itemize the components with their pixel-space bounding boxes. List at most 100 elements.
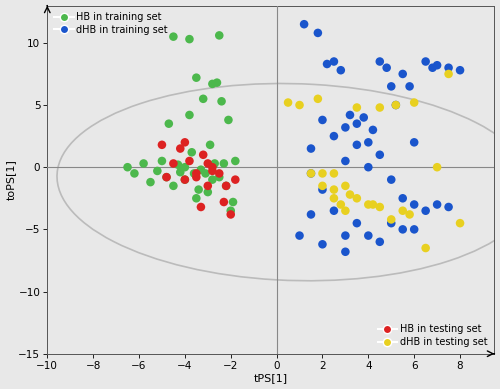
Point [422, 208, 430, 214]
Point [337, 67, 345, 74]
Point [369, 127, 377, 133]
Point [284, 100, 292, 106]
Point [199, 96, 207, 102]
Point [186, 36, 194, 42]
X-axis label: tPS[1]: tPS[1] [254, 373, 288, 384]
Point [388, 177, 396, 183]
Y-axis label: toPS[1]: toPS[1] [6, 159, 16, 200]
Point [392, 102, 400, 108]
Point [181, 164, 189, 170]
Point [176, 145, 184, 152]
Point [146, 179, 154, 185]
Point [376, 152, 384, 158]
Point [353, 121, 361, 127]
Point [296, 233, 304, 239]
Point [162, 174, 170, 180]
Point [190, 170, 198, 177]
Point [422, 245, 430, 251]
Point [330, 58, 338, 65]
Point [186, 158, 194, 164]
Point [206, 142, 214, 148]
Point [218, 98, 226, 104]
Point [433, 164, 441, 170]
Point [410, 202, 418, 208]
Point [197, 204, 205, 210]
Point [444, 65, 452, 71]
Point [216, 174, 224, 180]
Point [314, 96, 322, 102]
Point [376, 104, 384, 110]
Point [226, 208, 234, 214]
Point [188, 149, 196, 155]
Point [192, 195, 200, 202]
Point [204, 189, 212, 195]
Point [364, 202, 372, 208]
Point [330, 170, 338, 177]
Point [342, 124, 349, 131]
Point [330, 195, 338, 202]
Point [204, 160, 212, 166]
Point [353, 195, 361, 202]
Point [353, 104, 361, 110]
Point [388, 83, 396, 89]
Point [456, 220, 464, 226]
Point [216, 32, 224, 39]
Point [376, 58, 384, 65]
Point [428, 65, 436, 71]
Point [181, 177, 189, 183]
Point [170, 160, 177, 166]
Point [226, 211, 234, 217]
Point [364, 139, 372, 145]
Point [300, 21, 308, 27]
Point [307, 211, 315, 217]
Point [318, 183, 326, 189]
Point [165, 121, 173, 127]
Point [307, 145, 315, 152]
Point [222, 183, 230, 189]
Point [318, 170, 326, 177]
Point [433, 202, 441, 208]
Point [192, 170, 200, 177]
Point [456, 67, 464, 74]
Point [232, 177, 239, 183]
Point [208, 164, 216, 170]
Point [186, 112, 194, 118]
Point [410, 226, 418, 233]
Point [213, 79, 221, 86]
Point [323, 61, 331, 67]
Point [353, 220, 361, 226]
Point [422, 58, 430, 65]
Point [398, 208, 406, 214]
Point [392, 102, 400, 108]
Point [208, 168, 216, 174]
Point [158, 158, 166, 164]
Point [318, 241, 326, 247]
Point [342, 233, 349, 239]
Point [444, 71, 452, 77]
Point [204, 183, 212, 189]
Point [307, 170, 315, 177]
Point [410, 100, 418, 106]
Point [388, 216, 396, 223]
Point [194, 186, 202, 193]
Legend: HB in testing set, dHB in testing set: HB in testing set, dHB in testing set [376, 322, 490, 349]
Point [364, 164, 372, 170]
Point [197, 166, 205, 173]
Point [406, 83, 413, 89]
Point [342, 208, 349, 214]
Point [181, 177, 189, 183]
Point [318, 186, 326, 193]
Point [216, 170, 224, 177]
Point [318, 117, 326, 123]
Point [330, 208, 338, 214]
Point [208, 81, 216, 87]
Point [210, 160, 218, 166]
Point [342, 249, 349, 255]
Point [229, 199, 237, 205]
Point [181, 139, 189, 145]
Point [388, 220, 396, 226]
Point [376, 204, 384, 210]
Point [170, 33, 177, 40]
Point [369, 202, 377, 208]
Point [176, 169, 184, 175]
